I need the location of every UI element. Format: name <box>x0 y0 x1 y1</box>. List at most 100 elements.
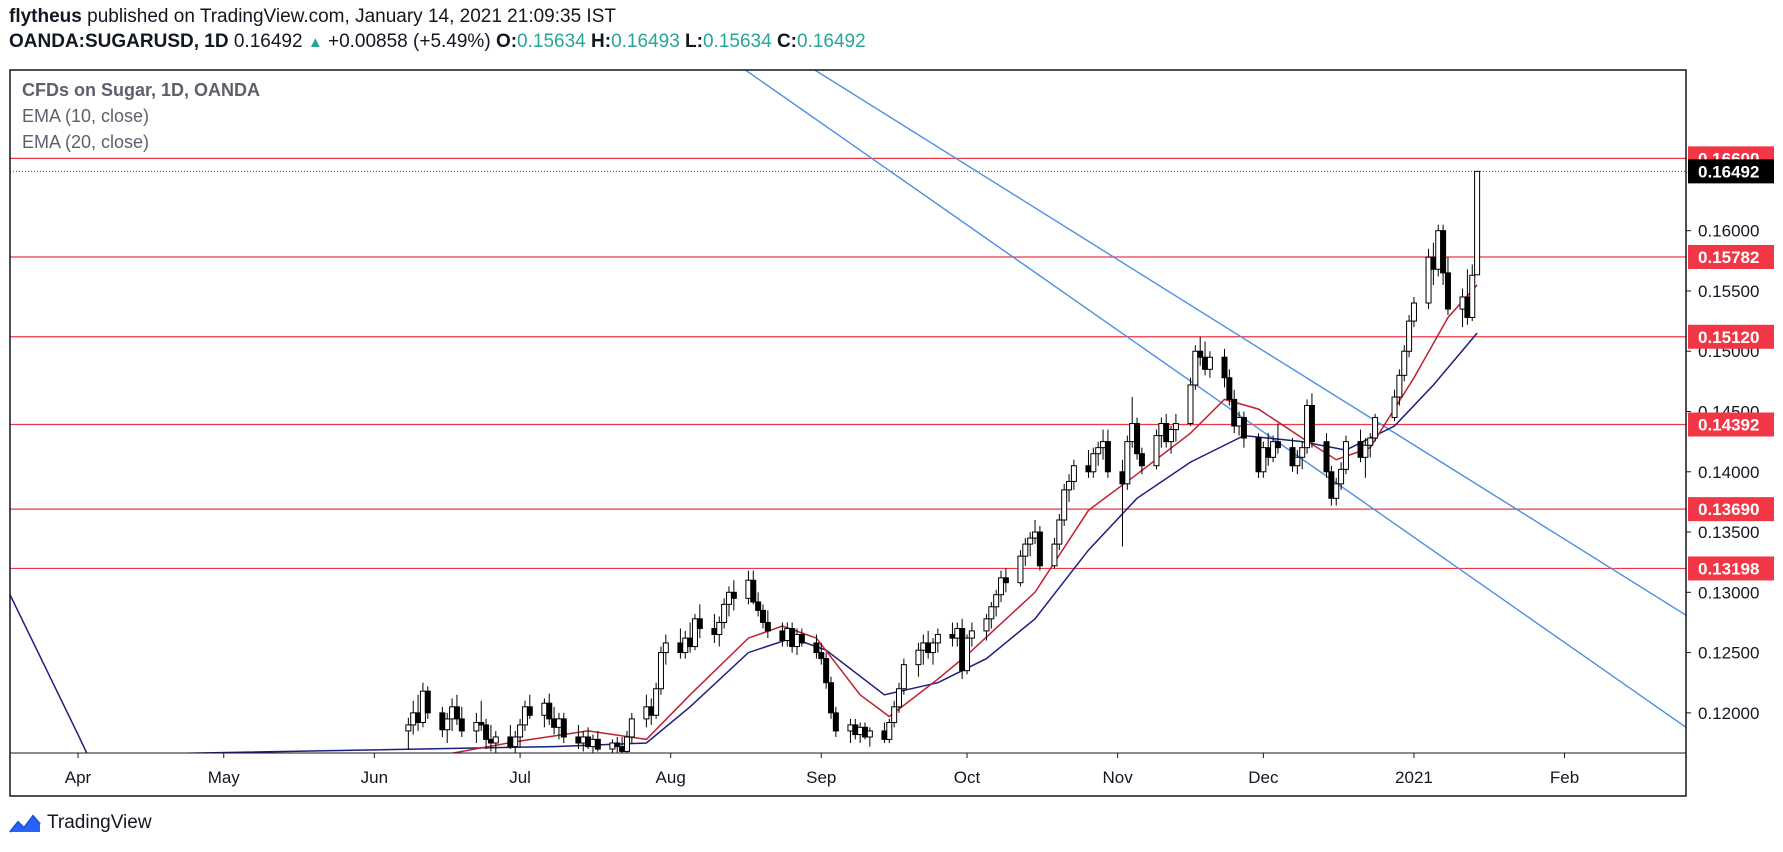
candle[interactable] <box>1289 438 1296 472</box>
candle[interactable] <box>1294 450 1301 475</box>
candle[interactable] <box>988 601 995 629</box>
candle[interactable] <box>1202 341 1209 376</box>
candle[interactable] <box>900 658 907 695</box>
candle[interactable] <box>847 718 854 743</box>
candle[interactable] <box>1027 532 1034 557</box>
candle[interactable] <box>1464 269 1471 325</box>
candle[interactable] <box>623 730 630 755</box>
candle[interactable] <box>813 634 820 659</box>
candle[interactable] <box>1119 459 1126 547</box>
brand[interactable]: TradingView <box>9 812 152 834</box>
candle[interactable] <box>619 736 626 759</box>
candle[interactable] <box>1323 433 1330 478</box>
candle[interactable] <box>1017 550 1024 587</box>
candle[interactable] <box>458 706 465 737</box>
candle[interactable] <box>745 570 752 605</box>
candle[interactable] <box>1255 433 1262 478</box>
candle[interactable] <box>798 628 805 647</box>
candle[interactable] <box>1308 393 1315 448</box>
candle[interactable] <box>1206 351 1213 378</box>
candle[interactable] <box>662 634 669 665</box>
candle[interactable] <box>1104 429 1111 478</box>
candle[interactable] <box>1430 242 1437 285</box>
candle[interactable] <box>1435 224 1442 277</box>
legend-ema10[interactable]: EMA (10, close) <box>22 106 149 126</box>
candle[interactable] <box>1172 413 1179 442</box>
candle[interactable] <box>687 622 694 653</box>
candle[interactable] <box>716 616 723 647</box>
candle[interactable] <box>1066 474 1073 502</box>
candle[interactable] <box>551 706 558 735</box>
candle[interactable] <box>526 694 533 719</box>
candle[interactable] <box>925 630 932 659</box>
candle[interactable] <box>1192 345 1199 390</box>
candle[interactable] <box>507 724 514 750</box>
ema10-line[interactable] <box>408 284 1478 761</box>
candle[interactable] <box>691 614 698 651</box>
candle[interactable] <box>696 604 703 639</box>
candle[interactable] <box>1401 345 1408 382</box>
candle[interactable] <box>866 727 873 747</box>
candle[interactable] <box>1304 399 1311 454</box>
candle[interactable] <box>1274 423 1281 454</box>
legend-ema20[interactable]: EMA (20, close) <box>22 132 149 152</box>
candle[interactable] <box>968 622 975 647</box>
candle[interactable] <box>818 642 825 665</box>
candle[interactable] <box>1367 433 1374 458</box>
candle[interactable] <box>1051 538 1058 569</box>
candle[interactable] <box>594 730 601 752</box>
candle[interactable] <box>478 700 485 731</box>
candle[interactable] <box>1240 411 1247 448</box>
candle[interactable] <box>546 693 553 725</box>
candle[interactable] <box>832 706 839 737</box>
candle[interactable] <box>1002 568 1009 593</box>
candle[interactable] <box>1459 288 1466 328</box>
candle[interactable] <box>657 646 664 695</box>
candle[interactable] <box>1474 170 1481 276</box>
candle[interactable] <box>1061 483 1068 527</box>
candle[interactable] <box>930 638 937 665</box>
candle[interactable] <box>1095 441 1102 466</box>
candle[interactable] <box>1406 315 1413 358</box>
candle[interactable] <box>886 718 893 743</box>
candle[interactable] <box>750 570 757 605</box>
candle[interactable] <box>852 718 859 740</box>
candle[interactable] <box>1032 519 1039 545</box>
ema20-line[interactable] <box>10 332 1478 755</box>
candle[interactable] <box>444 712 451 743</box>
candle[interactable] <box>1187 377 1194 426</box>
candle[interactable] <box>1158 417 1165 448</box>
candle[interactable] <box>589 734 596 755</box>
candle[interactable] <box>1036 526 1043 571</box>
candle[interactable] <box>891 700 898 728</box>
candle[interactable] <box>614 736 621 755</box>
candle[interactable] <box>934 628 941 653</box>
candle[interactable] <box>823 652 830 689</box>
candle[interactable] <box>827 676 834 719</box>
candle[interactable] <box>449 698 456 731</box>
candle[interactable] <box>483 718 490 750</box>
candle[interactable] <box>1231 389 1238 434</box>
candle[interactable] <box>964 634 971 675</box>
candle[interactable] <box>755 592 762 617</box>
candle[interactable] <box>405 717 412 750</box>
candle[interactable] <box>419 682 426 728</box>
candle[interactable] <box>862 722 869 740</box>
candle[interactable] <box>1124 435 1131 490</box>
candle[interactable] <box>1153 429 1160 470</box>
candle[interactable] <box>1338 462 1345 490</box>
candle[interactable] <box>1168 425 1175 454</box>
candle[interactable] <box>1138 447 1145 475</box>
candle[interactable] <box>1197 336 1204 366</box>
candle[interactable] <box>721 598 728 629</box>
candle[interactable] <box>410 700 417 735</box>
candle[interactable] <box>653 682 660 719</box>
candle[interactable] <box>1440 224 1447 285</box>
candle[interactable] <box>517 718 524 747</box>
candle[interactable] <box>764 610 771 639</box>
candle[interactable] <box>1469 264 1476 322</box>
candle[interactable] <box>1425 248 1432 310</box>
candle[interactable] <box>1070 459 1077 490</box>
candle[interactable] <box>1396 369 1403 406</box>
